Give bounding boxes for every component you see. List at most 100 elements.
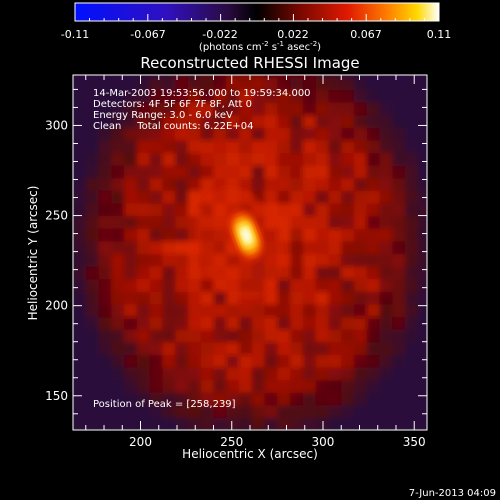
heatmap-cell <box>315 366 330 381</box>
heatmap-cell <box>290 76 304 91</box>
x-axis-label: Heliocentric X (arcsec) <box>182 447 318 461</box>
heatmap-cell <box>226 102 240 116</box>
peak-source <box>228 209 265 262</box>
heatmap-cell <box>417 215 427 229</box>
peak-position-label: Position of Peak = [258,239] <box>93 399 236 410</box>
heatmap-cell <box>226 404 240 418</box>
heatmap-cell <box>175 341 189 355</box>
heatmap-cell <box>354 139 368 154</box>
heatmap-cell <box>187 75 202 78</box>
heatmap-cell <box>392 278 406 292</box>
heatmap-cell <box>264 152 278 166</box>
heatmap-cell <box>302 165 317 179</box>
heatmap-cell <box>98 417 112 430</box>
heatmap-cell <box>111 127 125 141</box>
heatmap-cell <box>341 404 355 418</box>
heatmap-cell <box>405 202 419 217</box>
heatmap-cell <box>149 75 164 78</box>
heatmap-cell <box>149 202 164 217</box>
heatmap-cell <box>302 417 317 430</box>
heatmap-cell <box>405 354 419 368</box>
heatmap-cell <box>213 76 227 91</box>
heatmap-cell <box>417 266 427 280</box>
heatmap-cell <box>354 303 368 318</box>
heatmap-cell <box>392 316 406 330</box>
footer-date: 7-Jun-2013 04:09 <box>409 488 496 499</box>
heatmap-cell <box>379 266 393 280</box>
x-tick-label: 200 <box>129 435 152 449</box>
y-tick-label: 300 <box>45 118 68 132</box>
heatmap-cell <box>213 114 227 128</box>
heatmap-cell <box>366 190 381 204</box>
heatmap-cell <box>405 278 419 292</box>
heatmap-cell <box>73 303 87 318</box>
heatmap-cell <box>379 329 393 343</box>
heatmap-cell <box>354 89 368 103</box>
heatmap-cell <box>200 354 215 368</box>
heatmap-cell <box>187 329 202 343</box>
heatmap-cell <box>73 379 87 393</box>
heatmap-cell <box>200 303 215 318</box>
heatmap-cell <box>302 139 317 154</box>
heatmap-cell <box>187 190 202 204</box>
heatmap-cell <box>328 240 342 255</box>
heatmap-cell <box>162 152 176 166</box>
heatmap-cell <box>239 379 253 393</box>
heatmap-cell <box>175 392 189 406</box>
heatmap-cell <box>379 291 393 305</box>
heatmap-cell <box>149 114 164 128</box>
heatmap-cell <box>392 417 406 430</box>
heatmap-cell <box>315 89 330 103</box>
heatmap-cell <box>277 303 291 318</box>
heatmap-cell <box>162 114 176 128</box>
heatmap-cell <box>251 152 266 166</box>
heatmap-cell <box>187 253 202 267</box>
heatmap-cell <box>187 379 202 393</box>
heatmap-cell <box>302 76 317 91</box>
heatmap-cell <box>392 366 406 381</box>
heatmap-cell <box>73 127 87 141</box>
heatmap-cell <box>328 366 342 381</box>
heatmap-cell <box>354 215 368 229</box>
heatmap-cell <box>124 127 138 141</box>
heatmap-cell <box>405 75 419 78</box>
heatmap-cell <box>98 354 112 368</box>
heatmap-cell <box>302 102 317 116</box>
x-tick-label: 300 <box>312 435 335 449</box>
colorbar-tick-5: 0.11 <box>427 28 452 41</box>
heatmap-cell <box>136 114 151 128</box>
heatmap-cell <box>341 316 355 330</box>
annotation-energy-range: Energy Range: 3.0 - 6.0 keV <box>93 110 233 121</box>
heatmap-cell <box>136 354 151 368</box>
heatmap-cell <box>73 190 87 204</box>
heatmap-cell <box>85 165 100 179</box>
heatmap-cell <box>226 76 240 91</box>
heatmap-cell <box>187 392 202 406</box>
heatmap-cell <box>85 202 100 217</box>
heatmap-cell <box>124 404 138 418</box>
heatmap-cell <box>239 329 253 343</box>
heatmap-cell <box>341 76 355 91</box>
heatmap-cell <box>111 291 125 305</box>
heatmap-cell <box>417 341 427 355</box>
heatmap-cell <box>251 341 266 355</box>
heatmap-cell <box>315 240 330 255</box>
heatmap-cell <box>175 329 189 343</box>
heatmap-cell <box>98 177 112 191</box>
heatmap-cell <box>290 366 304 381</box>
x-axis: 200 250 300 350 <box>85 75 426 449</box>
heatmap-cell <box>213 316 227 330</box>
heatmap-cell <box>417 202 427 217</box>
heatmap-cell <box>392 240 406 255</box>
heatmap-cell <box>405 417 419 430</box>
heatmap-cell <box>379 114 393 128</box>
heatmap-cell <box>124 303 138 318</box>
heatmap-cell <box>200 127 215 141</box>
heatmap-cell <box>405 329 419 343</box>
heatmap-cell <box>226 366 240 381</box>
heatmap-cell <box>354 278 368 292</box>
heatmap-cell <box>73 165 87 179</box>
heatmap-cell <box>149 152 164 166</box>
heatmap-cell <box>341 278 355 292</box>
heatmap-cell <box>417 228 427 242</box>
